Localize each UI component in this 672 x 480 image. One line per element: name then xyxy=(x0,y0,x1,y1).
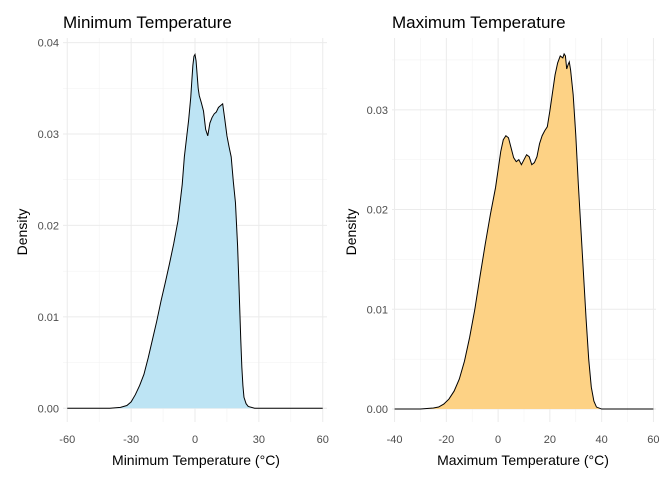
max-temp-y-axis-label: Density xyxy=(343,209,359,256)
min-temp-density-area xyxy=(67,54,323,409)
min-temp-title: Minimum Temperature xyxy=(63,13,232,32)
max-temp-x-tick-label: 0 xyxy=(495,434,501,446)
max-temp-title: Maximum Temperature xyxy=(392,13,566,32)
min-temp-y-tick-label: 0.04 xyxy=(38,38,59,50)
min-temp-x-tick-label: 30 xyxy=(253,434,265,446)
max-temp-x-tick-label: -20 xyxy=(438,434,454,446)
min-temp-y-tick-label: 0.03 xyxy=(38,129,59,141)
min-temp-y-tick-label: 0.00 xyxy=(38,403,59,415)
max-temp-density-line xyxy=(394,52,654,410)
min-temp-x-tick-label: 0 xyxy=(192,434,198,446)
min-temp-x-tick-label: -30 xyxy=(123,434,139,446)
min-temp-x-tick-label: 60 xyxy=(317,434,329,446)
min-temp-plot-area: -60 -30 0 30 60 0.00 0.01 0.02 0.03 0.04 xyxy=(38,38,329,446)
min-temp-panel: Minimum Temperature -60 -30 0 30 60 0.00 0.01 0… xyxy=(14,13,329,468)
max-temp-density-area xyxy=(394,53,654,410)
max-temp-x-tick-label: 40 xyxy=(596,434,608,446)
max-temp-x-tick-label: 60 xyxy=(647,434,659,446)
min-temp-y-tick-label: 0.02 xyxy=(38,220,59,232)
min-temp-y-tick-label: 0.01 xyxy=(38,312,59,324)
max-temp-plot-area: -40 -20 0 20 40 60 0.00 0.01 0.02 0.03 xyxy=(367,38,660,446)
max-temp-x-axis-label: Maximum Temperature (°C) xyxy=(437,452,609,468)
max-temp-y-tick-label: 0.01 xyxy=(367,304,388,316)
min-temp-x-tick-label: -60 xyxy=(59,434,75,446)
max-temp-x-tick-label: -40 xyxy=(387,434,403,446)
min-temp-x-axis-label: Minimum Temperature (°C) xyxy=(112,452,280,468)
max-temp-y-tick-label: 0.03 xyxy=(367,105,388,117)
min-temp-y-axis-label: Density xyxy=(14,209,30,256)
max-temp-y-tick-label: 0.02 xyxy=(367,205,388,217)
max-temp-panel: Maximum Temperature -40 -20 0 20 40 60 0.00 0.0… xyxy=(343,13,660,468)
max-temp-x-tick-label: 20 xyxy=(544,434,556,446)
min-temp-density-line xyxy=(67,53,323,409)
max-temp-y-tick-label: 0.00 xyxy=(367,404,388,416)
